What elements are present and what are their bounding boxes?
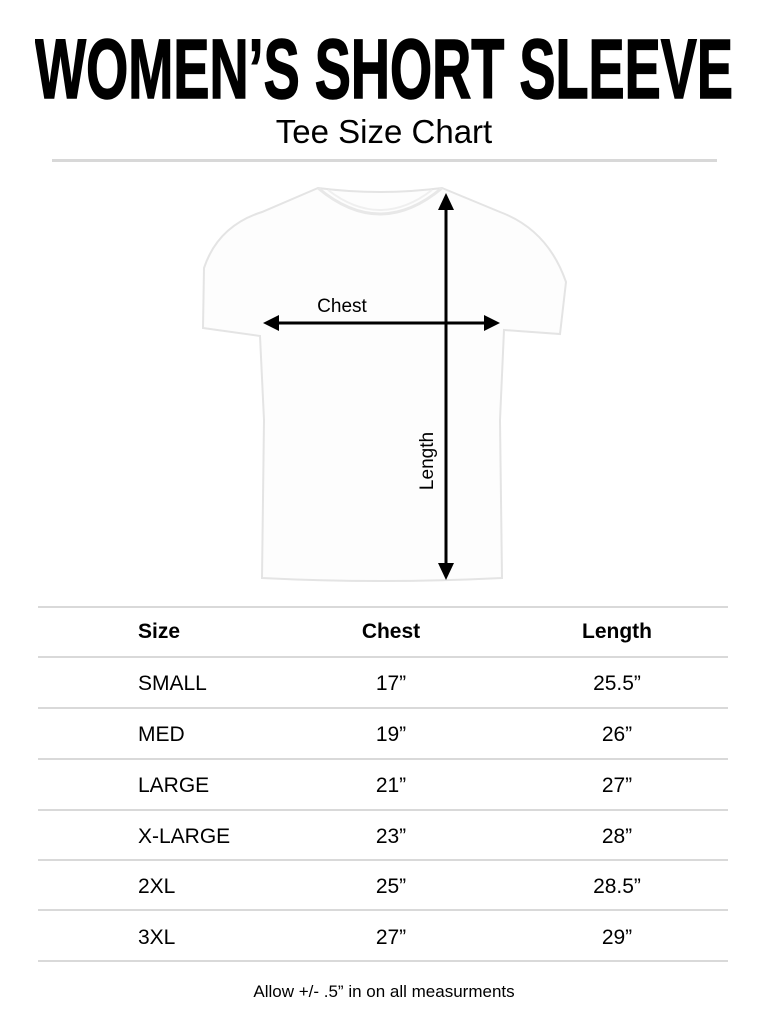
tshirt-diagram [201, 186, 568, 582]
chest-cell: 23” [375, 825, 407, 848]
length-cell: 25.5” [593, 672, 641, 695]
size-cell: 3XL [138, 926, 176, 949]
table-divider [38, 656, 728, 658]
header-size: Size [138, 620, 181, 643]
length-arrow-bottom-head [438, 563, 454, 580]
page-title-text: WOMEN’S SHORT SLEEVE [35, 28, 733, 108]
length-cell: 28” [601, 825, 633, 848]
chest-cell: 17” [375, 672, 407, 695]
measurement-note: Allow +/- .5” in on all measurments [253, 982, 515, 1001]
chest-cell: 25” [375, 875, 407, 898]
chest-arrow-left-head [263, 315, 279, 331]
length-cell: 27” [601, 774, 633, 797]
table-divider [38, 707, 728, 709]
page-title: WOMEN’S SHORT SLEEVE [35, 28, 733, 108]
page-subtitle: Tee Size Chart [275, 113, 493, 150]
chest-arrow-right-head [484, 315, 500, 331]
size-cell: MED [138, 723, 185, 746]
length-cell: 28.5” [593, 875, 641, 898]
chest-cell: 19” [375, 723, 407, 746]
table-divider [38, 606, 728, 608]
tshirt-shape [201, 186, 568, 582]
table-divider [38, 809, 728, 811]
length-cell: 26” [601, 723, 633, 746]
length-label: Length [417, 431, 438, 491]
chest-cell: 21” [375, 774, 407, 797]
header-length: Length [582, 620, 652, 643]
chest-label: Chest [317, 296, 367, 317]
divider [52, 159, 717, 162]
size-cell: SMALL [138, 672, 207, 695]
header-chest: Chest [361, 620, 421, 643]
table-divider [38, 758, 728, 760]
table-divider [38, 859, 728, 861]
size-cell: X-LARGE [138, 825, 231, 848]
size-cell: 2XL [138, 875, 176, 898]
table-divider [38, 909, 728, 911]
length-cell: 29” [601, 926, 633, 949]
table-divider [38, 960, 728, 962]
size-cell: LARGE [138, 774, 210, 797]
length-arrow-top-head [438, 193, 454, 210]
tshirt-collar [317, 186, 443, 216]
chest-cell: 27” [375, 926, 407, 949]
